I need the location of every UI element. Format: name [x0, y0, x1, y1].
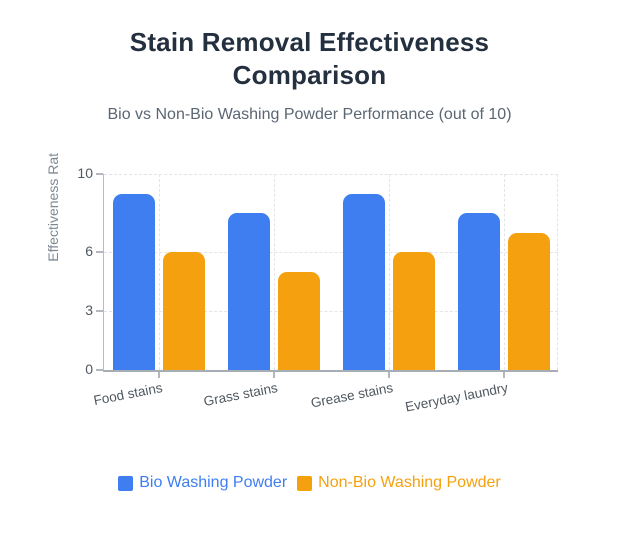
- gridline-y-10: [104, 174, 558, 175]
- plot-area: [103, 174, 558, 372]
- y-tick-label-6: 6: [85, 243, 93, 260]
- y-tick-label-0: 0: [85, 361, 93, 377]
- x-axis-label-grease-stains: Grease stains: [309, 380, 394, 411]
- bar-non-bio-washing-powder-everyday-laundry[interactable]: [508, 232, 550, 370]
- y-tick-mark: [96, 369, 103, 371]
- gridline-x-food-stains: [159, 174, 160, 370]
- x-tick-mark: [273, 372, 275, 378]
- chart-subtitle: Bio vs Non-Bio Washing Powder Performanc…: [107, 106, 512, 123]
- x-tick-mark: [158, 372, 160, 378]
- bar-non-bio-washing-powder-grease-stains[interactable]: [393, 252, 435, 370]
- y-tick-mark: [96, 173, 103, 175]
- gridline-x-grass-stains: [274, 174, 275, 370]
- bar-non-bio-washing-powder-food-stains[interactable]: [163, 252, 205, 370]
- gridline-y-3: [104, 311, 558, 313]
- x-tick-mark: [503, 372, 505, 378]
- y-tick-label-3: 3: [85, 302, 93, 319]
- legend-label-bio-washing-powder: Bio Washing Powder: [139, 474, 288, 491]
- legend-item-bio-washing-powder[interactable]: Bio Washing Powder: [118, 474, 287, 492]
- legend: Bio Washing Powder Non-Bio Washing Powder: [0, 474, 619, 492]
- y-tick-mark: [96, 251, 103, 254]
- gridline-right-edge: [557, 174, 558, 370]
- legend-swatch-bio-washing-powder: [118, 475, 134, 491]
- x-axis-label-grass-stains: Grass stains: [202, 380, 279, 410]
- y-tick-mark: [96, 310, 103, 313]
- bar-non-bio-washing-powder-grass-stains[interactable]: [278, 272, 320, 370]
- x-axis-label-food-stains: Food stains: [92, 380, 164, 409]
- bar-bio-washing-powder-everyday-laundry[interactable]: [458, 213, 500, 370]
- legend-label-non-bio-washing-powder: Non-Bio Washing Powder: [318, 474, 501, 491]
- x-axis-label-everyday-laundry: Everyday laundry: [403, 380, 509, 415]
- y-tick-label-10: 10: [77, 165, 93, 181]
- bar-bio-washing-powder-grease-stains[interactable]: [343, 193, 385, 370]
- chart-title: Stain Removal Effectiveness Comparison: [129, 27, 490, 90]
- legend-item-non-bio-washing-powder[interactable]: Non-Bio Washing Powder: [297, 474, 501, 492]
- bar-bio-washing-powder-food-stains[interactable]: [113, 193, 155, 370]
- legend-swatch-non-bio-washing-powder: [297, 475, 313, 491]
- bar-bio-washing-powder-grass-stains[interactable]: [228, 213, 270, 370]
- gridline-y-6: [104, 252, 558, 254]
- gridline-x-everyday-laundry: [504, 174, 505, 370]
- x-tick-mark: [388, 372, 390, 378]
- gridline-x-grease-stains: [389, 174, 390, 370]
